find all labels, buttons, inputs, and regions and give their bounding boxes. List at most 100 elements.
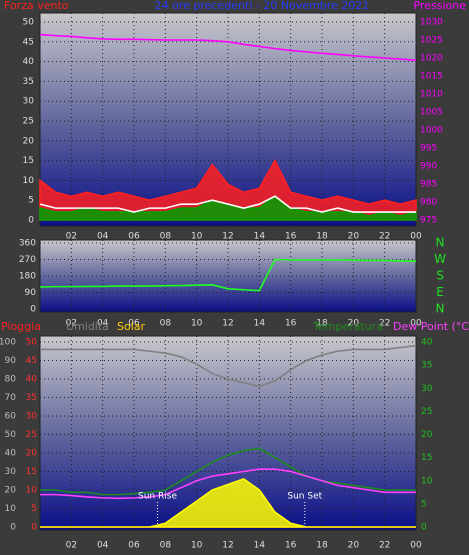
y-tick-label: 270 (19, 255, 36, 265)
y2-tick-label: 1015 (420, 72, 443, 82)
y2-tick-label: 20 (421, 430, 433, 440)
y3-tick-label: 50 (26, 338, 38, 348)
y2-tick-label: E (436, 285, 444, 299)
x-tick-label: 14 (254, 541, 266, 551)
legend-label: Pressione (414, 0, 467, 12)
x-tick-label: 22 (379, 319, 390, 329)
y2-tick-label: 40 (421, 338, 433, 348)
y-tick-label: 0 (30, 305, 36, 315)
y2-tick-label: N (436, 302, 445, 316)
y-tick-label: 45 (23, 37, 34, 47)
x-tick-label: 20 (348, 541, 360, 551)
y2-tick-label: 1025 (420, 36, 443, 46)
y-tick-label: 100 (0, 338, 16, 348)
y-tick-label: 0 (28, 216, 34, 226)
y3-tick-label: 15 (26, 467, 37, 477)
legend-label: Temperatura (312, 320, 383, 333)
x-tick-label: 04 (97, 232, 109, 242)
legend-label: Forza vento (4, 0, 69, 12)
y-tick-label: 40 (5, 449, 17, 459)
y2-tick-label: 1000 (420, 126, 443, 136)
x-tick-label: 02 (66, 232, 77, 242)
y2-tick-label: N (436, 236, 445, 250)
y3-tick-label: 40 (26, 375, 38, 385)
legend-label: Umidita (66, 320, 109, 333)
y2-tick-label: 980 (420, 198, 437, 208)
y2-tick-label: 975 (420, 216, 437, 226)
y-tick-label: 10 (23, 176, 35, 186)
y-tick-label: 60 (5, 412, 17, 422)
y-tick-label: 90 (5, 356, 17, 366)
x-tick-label: 20 (348, 319, 360, 329)
y-tick-label: 0 (10, 523, 16, 533)
x-tick-label: 06 (128, 541, 140, 551)
y3-tick-label: 45 (26, 356, 37, 366)
y2-tick-label: 30 (421, 384, 433, 394)
x-tick-label: 14 (254, 232, 266, 242)
x-tick-label: 22 (379, 232, 390, 242)
y2-tick-label: S (436, 269, 444, 283)
legend-label: Solar (117, 320, 146, 333)
y3-tick-label: 10 (26, 486, 38, 496)
x-tick-label: 10 (191, 541, 203, 551)
x-tick-label: 06 (128, 232, 140, 242)
series-line (39, 33, 417, 61)
y-tick-label: 35 (23, 77, 34, 87)
y-tick-label: 40 (23, 57, 35, 67)
y2-tick-label: 35 (421, 361, 432, 371)
x-tick-label: 22 (379, 541, 390, 551)
y2-tick-label: 1005 (420, 108, 443, 118)
x-tick-label: 08 (160, 541, 172, 551)
x-tick-label: 18 (316, 319, 328, 329)
x-tick-label: 00 (410, 232, 422, 242)
y-tick-label: 50 (23, 18, 35, 28)
y3-tick-label: 25 (26, 430, 37, 440)
y2-tick-label: 25 (421, 407, 432, 417)
x-tick-label: 02 (66, 541, 77, 551)
y-tick-label: 360 (19, 239, 36, 249)
chart-title: 24 ore precedenti - 20 Novembre 2021 (155, 0, 370, 12)
x-tick-label: 04 (97, 541, 109, 551)
y-tick-label: 10 (5, 504, 17, 514)
x-tick-label: 00 (410, 541, 422, 551)
y3-tick-label: 30 (26, 412, 38, 422)
y-tick-label: 90 (25, 288, 37, 298)
y-tick-label: 15 (23, 156, 34, 166)
series-line (40, 447, 416, 496)
y-tick-label: 30 (5, 467, 17, 477)
x-tick-label: 18 (316, 232, 328, 242)
x-tick-label: 12 (222, 319, 233, 329)
series-area (40, 478, 416, 528)
x-tick-label: 00 (410, 319, 422, 329)
y3-tick-label: 35 (26, 393, 37, 403)
x-tick-label: 16 (285, 319, 297, 329)
y2-tick-label: 985 (420, 180, 437, 190)
y-tick-label: 20 (23, 136, 35, 146)
y2-tick-label: 995 (420, 144, 437, 154)
x-tick-label: 04 (97, 319, 109, 329)
x-tick-label: 20 (348, 232, 360, 242)
x-tick-label: 12 (222, 232, 233, 242)
y2-tick-label: 0 (421, 523, 427, 533)
y2-tick-label: 15 (421, 453, 432, 463)
y2-tick-label: 1030 (420, 18, 443, 28)
y-tick-label: 50 (5, 430, 17, 440)
y-tick-label: 30 (23, 97, 35, 107)
y2-tick-label: 10 (421, 476, 433, 486)
x-tick-label: 14 (254, 319, 266, 329)
y2-tick-label: 990 (420, 162, 437, 172)
x-tick-label: 02 (66, 319, 77, 329)
legend-label: Pioggia (1, 320, 41, 333)
y3-tick-label: 0 (31, 523, 37, 533)
series-line (39, 258, 417, 292)
series-line (39, 195, 416, 213)
y2-tick-label: W (434, 252, 446, 266)
series-area (39, 158, 417, 221)
legend-label: Dew Point (°C) (393, 320, 469, 333)
series-area (39, 195, 417, 221)
y-tick-label: 25 (23, 117, 34, 127)
x-tick-label: 16 (285, 541, 297, 551)
y2-tick-label: 1010 (420, 90, 443, 100)
y-tick-label: 180 (19, 272, 36, 282)
